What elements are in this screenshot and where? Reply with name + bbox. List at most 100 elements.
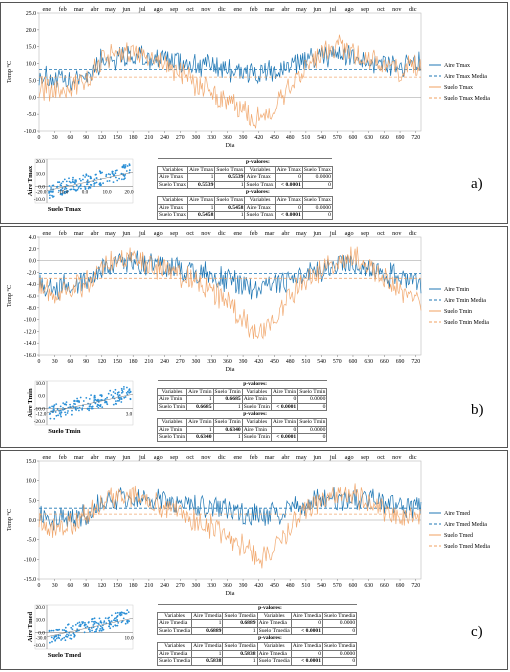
x-tick-label: 420 <box>254 359 263 365</box>
scatter-point <box>115 176 117 179</box>
scatter-point <box>54 635 57 638</box>
scatter-point <box>109 389 112 392</box>
table-cell: Aire Tmedia <box>156 649 193 659</box>
x-tick-label: 90 <box>83 135 89 141</box>
month-label: sep <box>361 6 369 13</box>
table-cell: 1 <box>214 211 246 220</box>
table-cell: 1 <box>214 180 246 190</box>
scatter-point <box>114 388 117 391</box>
scatter-point <box>84 176 86 178</box>
month-label: sep <box>361 230 369 237</box>
pvalues-title: p-valores: <box>242 410 327 419</box>
scatter-point <box>60 415 62 418</box>
correlation-table: p-valores: Variables Aire Tmax Suelo Tmax Va… <box>156 158 333 220</box>
scatter-point <box>76 628 79 631</box>
scatter-point <box>84 623 86 626</box>
scatter-point <box>56 629 59 631</box>
scatter-point <box>104 400 107 403</box>
scatter-point <box>86 179 89 182</box>
y-tick-label: 25.0 <box>26 11 36 17</box>
scatter-point <box>82 400 85 402</box>
x-tick-label: 660 <box>380 359 389 365</box>
scatter-point <box>85 397 88 399</box>
scatter-point <box>68 177 70 180</box>
table-cell: 0 <box>301 180 333 190</box>
scatter-point <box>126 165 129 167</box>
y-tick-label: -10.0 <box>24 318 36 324</box>
month-label: abr <box>91 6 99 13</box>
table-cell: Suelo Tmedia <box>256 657 292 666</box>
scatter-point <box>116 179 119 182</box>
month-label: oct <box>186 230 194 237</box>
month-label: ago <box>154 6 163 13</box>
y-tick-label: -14.0 <box>24 341 36 347</box>
table-cell: Suelo Tmax <box>244 211 276 220</box>
x-tick-label: 450 <box>270 359 279 365</box>
scatter-point <box>94 402 97 405</box>
x-tick-label: 390 <box>239 135 248 141</box>
month-label: jun <box>312 6 321 13</box>
scatter-point <box>67 623 70 626</box>
scatter-point <box>49 417 52 420</box>
table-header-cell: Suelo Tmin <box>297 387 328 397</box>
y-tick-label: 0.0 <box>29 518 36 524</box>
scatter-point <box>74 406 77 409</box>
y-tick-label: 5.0 <box>29 498 36 504</box>
month-label: dic <box>218 6 226 13</box>
scatter-point <box>52 184 55 187</box>
x-tick-label: 510 <box>302 135 311 141</box>
scatter-point <box>78 406 81 409</box>
scatter-point <box>50 190 53 193</box>
scatter-point <box>114 624 117 627</box>
month-label: jul <box>138 454 146 461</box>
scatter-point <box>49 641 51 644</box>
scatter-point <box>51 194 53 197</box>
month-label: ago <box>345 454 354 461</box>
legend-entry: Aire Tmin <box>444 287 469 293</box>
scatter-point <box>71 413 73 416</box>
month-label: mar <box>265 6 275 13</box>
scatter-point <box>102 182 104 185</box>
y-tick-label: -2.0 <box>27 270 36 276</box>
scatter-x-tick-label: 10.0 <box>102 189 111 195</box>
y-axis-label: Temp °C <box>6 285 13 307</box>
scatter-point <box>88 186 90 189</box>
month-label: ago <box>154 230 163 237</box>
scatter-point <box>65 180 68 183</box>
month-label: jul <box>329 230 337 237</box>
series-line <box>38 246 422 340</box>
scatter-point <box>58 181 61 184</box>
scatter-point <box>84 188 87 191</box>
x-tick-label: 510 <box>302 359 311 365</box>
table-cell: Suelo Tmin <box>156 402 188 412</box>
scatter-point <box>110 394 113 396</box>
table-title-row: p-valores: <box>157 410 327 419</box>
scatter-y-tick-label: -10.0 <box>34 406 46 412</box>
table-cell: 1 <box>187 203 216 213</box>
scatter-point <box>78 409 80 412</box>
scatter-point <box>96 626 99 628</box>
table-cell: 0 <box>290 649 324 659</box>
scatter-point <box>65 187 68 190</box>
table-cell: Suelo Tmedia <box>156 626 193 636</box>
table-cell: 0.0000 <box>301 203 333 213</box>
month-label: jul <box>138 6 146 13</box>
table-row: Aire Tmin 1 0.6685 Aire Tmin 0 0.0000 <box>156 395 328 404</box>
scatter-point <box>89 175 92 178</box>
table-header-cell: Aire Tmedia <box>290 611 324 621</box>
table-cell: Aire Tmin <box>241 425 272 435</box>
table-cell: 1 <box>186 425 214 435</box>
scatter-point <box>99 183 102 186</box>
x-axis-label: Dia <box>226 142 235 149</box>
scatter-point <box>62 402 65 404</box>
table-cell: 0.6685 <box>186 402 214 412</box>
scatter-point <box>74 623 77 626</box>
scatter-point <box>78 621 81 624</box>
month-label: mar <box>74 6 84 13</box>
scatter-point <box>59 184 62 186</box>
table-header-cell: Variables <box>156 641 193 651</box>
scatter-point <box>108 625 110 628</box>
scatter-point <box>75 630 78 633</box>
x-tick-label: 480 <box>286 583 295 589</box>
scatter-point <box>79 185 82 187</box>
